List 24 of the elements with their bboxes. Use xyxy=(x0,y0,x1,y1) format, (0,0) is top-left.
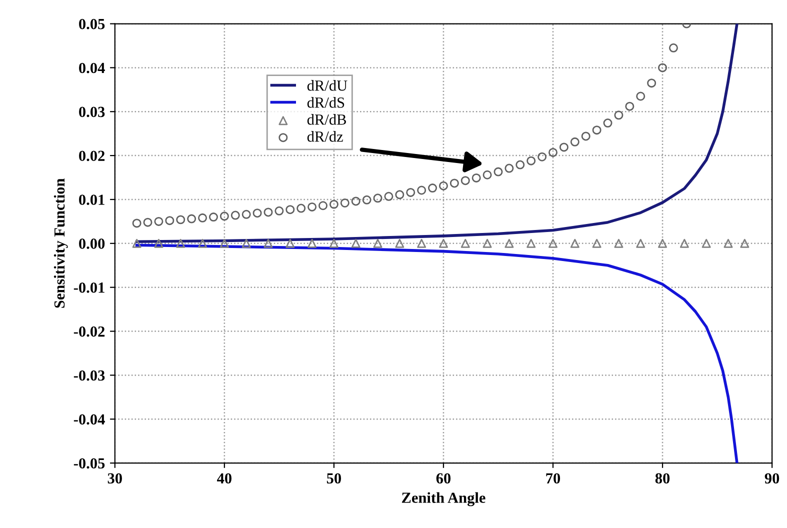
legend-label: dR/dS xyxy=(307,97,344,108)
x-tick-label: 70 xyxy=(546,473,560,484)
legend-label: dR/dU xyxy=(307,80,348,91)
y-tick-label: -0.01 xyxy=(74,282,104,293)
y-tick-label: -0.03 xyxy=(74,370,105,381)
y-tick-label: 0.04 xyxy=(79,62,105,74)
y-tick-label: -0.04 xyxy=(74,414,105,425)
y-tick-label: 0.05 xyxy=(79,18,105,30)
y-tick-label: 0.03 xyxy=(79,106,105,118)
x-tick-label: 60 xyxy=(436,473,451,484)
legend-label: dR/dz xyxy=(307,131,343,142)
x-tick-label: 80 xyxy=(655,473,670,484)
x-tick-label: 30 xyxy=(108,473,122,484)
y-tick-label: -0.05 xyxy=(74,458,105,469)
y-tick-label: 0.01 xyxy=(79,194,104,205)
y-tick-label: -0.02 xyxy=(74,326,105,337)
legend-label: dR/dB xyxy=(307,114,346,125)
x-axis-title: Zenith Angle xyxy=(402,492,486,506)
x-tick-label: 40 xyxy=(216,473,232,484)
y-tick-label: 0.00 xyxy=(79,238,105,249)
y-tick-label: 0.02 xyxy=(79,150,105,162)
x-tick-label: 90 xyxy=(764,473,780,484)
y-axis-title: Sensitivity Function xyxy=(54,178,68,308)
x-tick-label: 50 xyxy=(326,473,342,484)
